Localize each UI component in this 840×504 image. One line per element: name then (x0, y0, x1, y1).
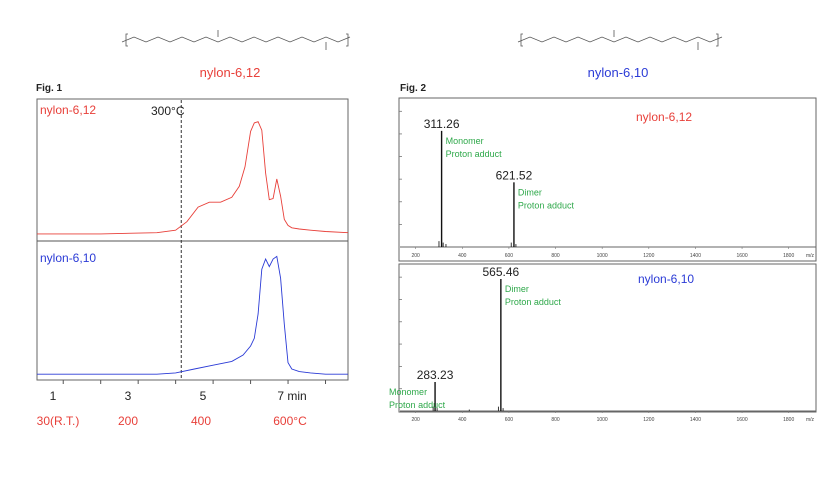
fig2-top-series-label: nylon-6,12 (636, 110, 692, 124)
mz-tick-label: 200 (411, 417, 420, 423)
x-tick-label-5: 5 (200, 389, 207, 403)
structure-nylon-6-10 (517, 30, 723, 50)
fig1-top-series-label: nylon-6,12 (40, 103, 96, 117)
mz-tick-label: 1200 (643, 417, 654, 423)
x-tick-label-3: 3 (125, 389, 132, 403)
temp-label-200: 200 (118, 414, 138, 428)
mz-tick-label: 1600 (736, 417, 747, 423)
peak-label-565.46: 565.46 (483, 265, 520, 279)
mz-tick-label: m/z (806, 417, 815, 423)
fig1-label: Fig. 1 (36, 83, 63, 94)
mz-tick-label: 800 (551, 253, 560, 259)
temp-label-400: 400 (191, 414, 211, 428)
peak-note-type: Dimer (518, 187, 542, 197)
mz-tick-label: 1400 (690, 417, 701, 423)
mz-tick-label: 1000 (597, 253, 608, 259)
fig2-bottom-spectrum: 200 400 600 800 1000 1200 1400 1600 1800 m/z 283.2… (389, 265, 816, 423)
mz-tick-label: 600 (505, 253, 514, 259)
fig1-x-ticks (62, 380, 327, 384)
fig1-frame (36, 98, 349, 381)
structure-name-nylon-6-12: nylon-6,12 (200, 65, 261, 80)
mz-tick-label: 200 (411, 253, 420, 259)
fig2-top-frame (398, 97, 817, 262)
temp-label-30: 30(R.T.) (37, 414, 80, 428)
peak-label-621.52: 621.52 (496, 168, 533, 182)
peak-note-type: Monomer (389, 387, 427, 397)
mz-tick-label: 1400 (690, 253, 701, 259)
mz-tick-label: 600 (505, 417, 514, 423)
structure-name-nylon-6-10: nylon-6,10 (588, 65, 649, 80)
temp-label-600: 600°C (273, 414, 307, 428)
mz-tick-label: 1800 (783, 417, 794, 423)
peak-note-adduct: Proton adduct (389, 400, 446, 410)
x-tick-label-7min: 7 min (277, 389, 306, 403)
x-tick-label-1: 1 (50, 389, 57, 403)
peak-note-type: Monomer (446, 136, 484, 146)
mz-tick-label: m/z (806, 253, 815, 259)
series-line-nylon-6-12 (37, 121, 349, 235)
mz-tick-label: 1600 (736, 253, 747, 259)
peak-label-311.26: 311.26 (424, 117, 460, 131)
structure-nylon-6-12 (121, 30, 351, 50)
fig2-top-spectrum: 200 400 600 800 1000 1200 1400 1600 1800 m/z 311.2… (399, 110, 816, 259)
fig2-label: Fig. 2 (400, 83, 427, 94)
mz-tick-label: 1000 (597, 417, 608, 423)
mz-tick-label: 800 (551, 417, 560, 423)
peak-label-283.23: 283.23 (417, 368, 454, 382)
series-line-nylon-6-10 (37, 255, 348, 375)
mz-tick-label: 400 (458, 253, 467, 259)
mz-tick-label: 400 (458, 417, 467, 423)
peak-note-adduct: Proton adduct (446, 149, 503, 159)
mz-tick-label: 1200 (643, 253, 654, 259)
fig1-bottom-series-label: nylon-6,10 (40, 251, 96, 265)
peak-note-type: Dimer (505, 284, 529, 294)
mz-tick-label: 1800 (783, 253, 794, 259)
fig2-bottom-frame (398, 263, 817, 413)
marker-300c-label: 300°C (151, 104, 185, 118)
fig2-bottom-series-label: nylon-6,10 (638, 272, 694, 286)
peak-note-adduct: Proton adduct (505, 297, 562, 307)
peak-note-adduct: Proton adduct (518, 200, 575, 210)
